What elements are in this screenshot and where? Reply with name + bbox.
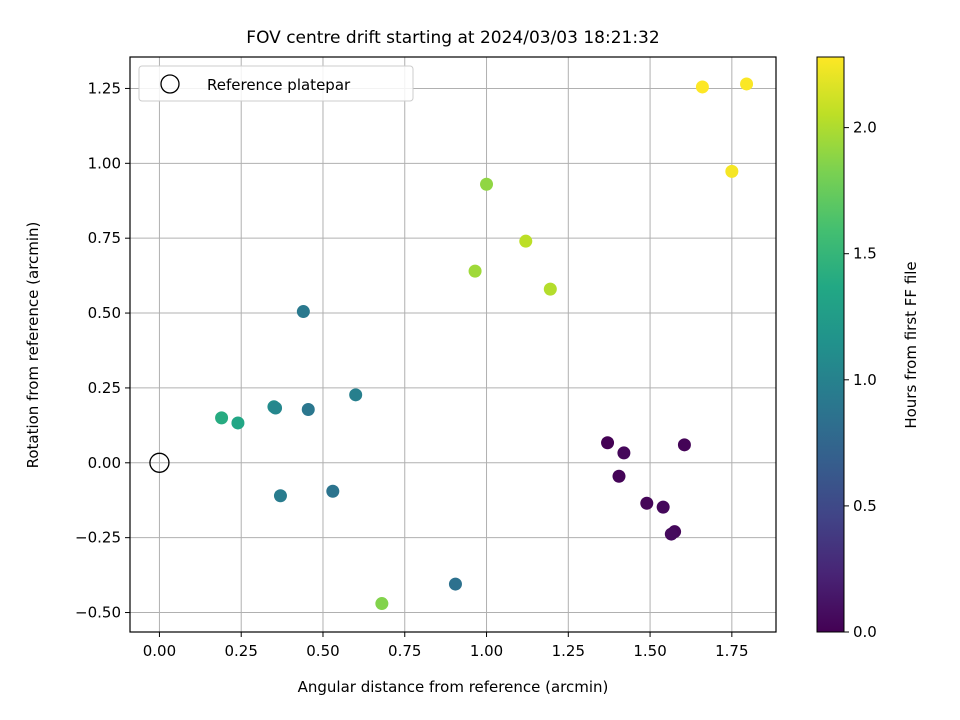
chart-title: FOV centre drift starting at 2024/03/03 … [246, 28, 659, 48]
x-tick-label: 0.75 [388, 642, 421, 660]
y-axis-ticks: −0.50 −0.25 0.00 0.25 0.50 0.75 1.00 1.25 [75, 79, 130, 622]
y-tick-label: 1.00 [88, 154, 121, 172]
legend-box [138, 65, 414, 102]
colorbar-tick-label: 2.0 [853, 119, 877, 137]
data-point [349, 388, 363, 402]
data-point [740, 77, 754, 91]
y-axis-label: Rotation from reference (arcmin) [24, 222, 42, 469]
data-point [301, 402, 315, 416]
data-point [273, 489, 287, 503]
x-tick-label: 0.25 [225, 642, 258, 660]
plot-frame [129, 56, 777, 633]
data-point [480, 177, 494, 191]
data-point [519, 234, 533, 248]
y-tick-label: −0.25 [75, 529, 121, 547]
data-point [695, 80, 709, 94]
colorbar-ticks: 0.0 0.5 1.0 1.5 2.0 [844, 119, 877, 641]
y-tick-label: −0.50 [75, 604, 121, 622]
y-tick-label: 0.00 [88, 454, 121, 472]
data-point [677, 438, 691, 452]
colorbar [816, 56, 845, 633]
y-tick-label: 0.50 [88, 304, 121, 322]
data-point [231, 416, 245, 430]
data-point [640, 496, 654, 510]
x-tick-label: 1.00 [470, 642, 503, 660]
x-tick-label: 0.50 [306, 642, 339, 660]
data-point [468, 264, 482, 278]
colorbar-tick-label: 1.0 [853, 371, 877, 389]
y-tick-label: 1.25 [88, 79, 121, 97]
colorbar-tick-label: 1.5 [853, 245, 877, 263]
x-tick-label: 1.25 [552, 642, 585, 660]
data-point [326, 484, 340, 498]
data-point [269, 401, 283, 415]
data-point [215, 411, 229, 425]
x-axis-ticks: 0.00 0.25 0.50 0.75 1.00 1.25 1.50 1.75 [143, 632, 749, 660]
data-point [617, 446, 631, 460]
data-points [149, 77, 754, 611]
data-point [296, 305, 310, 319]
x-tick-label: 1.75 [715, 642, 748, 660]
legend-entry-reference: Reference platepar [207, 76, 351, 94]
data-point [656, 500, 670, 514]
y-tick-label: 0.75 [88, 229, 121, 247]
grid [130, 57, 776, 632]
x-tick-label: 1.50 [633, 642, 666, 660]
colorbar-tick-label: 0.0 [853, 623, 877, 641]
reference-point-marker [149, 452, 170, 473]
data-point [664, 527, 678, 541]
legend: Reference platepar [138, 65, 414, 102]
data-point [375, 597, 389, 611]
data-point [543, 282, 557, 296]
legend-reference-marker [160, 74, 180, 94]
data-point [612, 469, 626, 483]
colorbar-tick-label: 0.5 [853, 497, 877, 515]
data-point [448, 577, 462, 591]
x-axis-label: Angular distance from reference (arcmin) [298, 678, 609, 696]
data-point [725, 164, 739, 178]
colorbar-label: Hours from first FF file [902, 261, 920, 428]
data-point [601, 436, 615, 450]
x-tick-label: 0.00 [143, 642, 176, 660]
y-tick-label: 0.25 [88, 379, 121, 397]
